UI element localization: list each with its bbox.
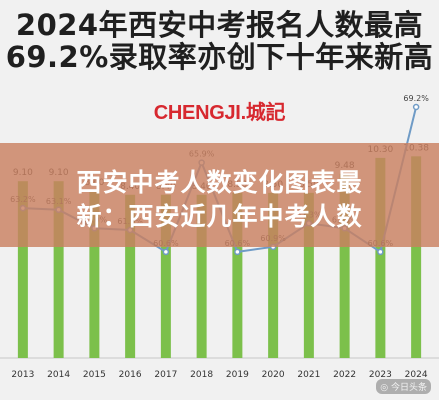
bar-2017	[160, 194, 171, 358]
headline-line-2: 69.2%录取率亦创下十年来新高	[5, 40, 434, 74]
title-banner	[0, 143, 439, 247]
x-tick-label: 2021	[297, 370, 320, 380]
x-tick-label: 2023	[369, 370, 392, 380]
x-tick-label: 2024	[405, 370, 428, 380]
x-tick-label: 2018	[190, 370, 213, 380]
rate-point-2023	[377, 248, 384, 256]
bar-2021	[303, 192, 314, 358]
bar-2013	[17, 181, 28, 358]
x-tick-label: 2015	[83, 370, 106, 380]
rate-point-2019	[234, 248, 241, 256]
banner-line-2: 新：西安近几年中考人数	[76, 202, 363, 231]
logo-suffix: .城記	[240, 102, 286, 124]
bar-2020	[268, 192, 279, 358]
logo-brand: CHENGJI	[153, 102, 241, 124]
bar-2014	[53, 181, 64, 358]
watermark: ◎ 今日头条	[376, 379, 431, 394]
bar-2016	[125, 194, 136, 358]
bar-2018	[196, 194, 207, 358]
x-tick-label: 2016	[119, 370, 142, 380]
bar-2022	[339, 173, 350, 358]
chengji-logo: CHENGJI.城記	[0, 96, 439, 125]
bar-2015	[89, 190, 100, 358]
bar-2019	[232, 192, 243, 358]
x-tick-label: 2014	[47, 370, 70, 380]
rate-point-2017	[162, 248, 170, 256]
rate-point-2024	[412, 103, 420, 111]
x-tick-label: 2019	[226, 370, 249, 380]
headline-line-1: 2024年西安中考报名人数最高	[15, 8, 424, 42]
x-tick-label: 2020	[262, 370, 285, 380]
bar-2024	[411, 156, 422, 358]
banner-line-1: 西安中考人数变化图表最	[76, 168, 363, 197]
bar-2023	[375, 157, 386, 358]
x-tick-label: 2013	[11, 370, 34, 380]
x-tick-label: 2017	[154, 370, 177, 380]
rate-value-label: 69.2%	[403, 94, 429, 103]
x-tick-label: 2022	[333, 370, 356, 380]
